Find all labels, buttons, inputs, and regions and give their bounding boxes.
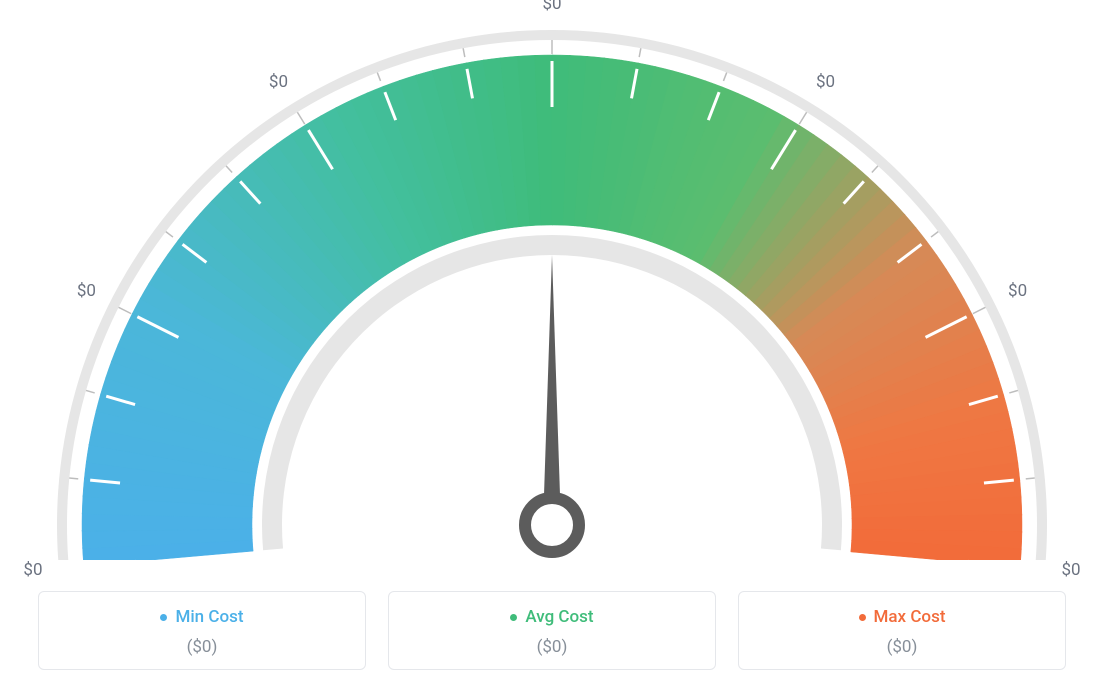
gauge-tick-label: $0 <box>1061 560 1080 580</box>
legend-row: Min Cost ($0) Avg Cost ($0) Max Cost ($0… <box>38 591 1066 671</box>
legend-card-max: Max Cost ($0) <box>738 591 1066 671</box>
legend-label: Avg Cost <box>525 607 593 627</box>
legend-title-min: Min Cost <box>160 607 243 627</box>
legend-card-avg: Avg Cost ($0) <box>388 591 716 671</box>
legend-title-max: Max Cost <box>859 607 946 627</box>
legend-value-avg: ($0) <box>399 637 705 657</box>
dot-icon <box>160 614 167 621</box>
gauge-tick-label: $0 <box>23 560 42 580</box>
legend-value-min: ($0) <box>49 637 355 657</box>
legend-value-max: ($0) <box>749 637 1055 657</box>
legend-card-min: Min Cost ($0) <box>38 591 366 671</box>
legend-label: Min Cost <box>175 607 243 627</box>
gauge-tick-label: $0 <box>816 72 835 92</box>
dot-icon <box>510 614 517 621</box>
legend-label: Max Cost <box>874 607 946 627</box>
gauge-chart: $0$0$0$0$0$0$0 <box>0 0 1104 560</box>
legend-title-avg: Avg Cost <box>510 607 593 627</box>
gauge-tick-label: $0 <box>269 72 288 92</box>
gauge-tick-label: $0 <box>77 281 96 301</box>
dot-icon <box>859 614 866 621</box>
gauge-tick-label: $0 <box>1008 281 1027 301</box>
gauge-svg <box>0 0 1104 560</box>
gauge-tick-label: $0 <box>542 0 561 14</box>
